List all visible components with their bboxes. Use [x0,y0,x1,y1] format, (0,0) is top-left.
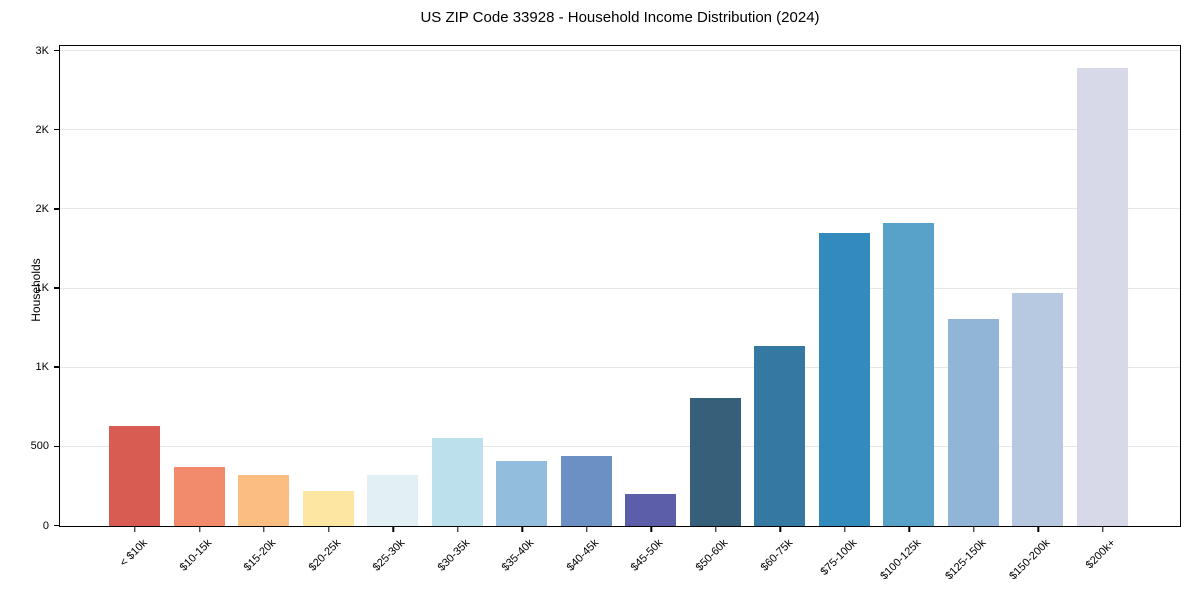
y-tick-label: 500 [30,440,49,453]
x-tick-mark [263,527,265,532]
gridline-3K [60,50,1180,51]
bar-10-15k [173,467,225,526]
gridline-2K [60,208,1180,210]
gridline-1K [60,287,1180,289]
x-tick-label: $100-125k [878,537,924,583]
bar-10k [109,426,160,526]
y-tick-mark [53,49,59,52]
x-tick-mark [198,527,201,532]
x-tick-mark [456,527,459,532]
x-tick-mark [973,527,975,532]
x-tick-label: $60-75k [758,537,795,574]
bar-40-45k [560,456,612,526]
y-tick-label: 0 [42,519,49,532]
bar-75-100k [818,233,870,526]
gridline-1K [60,366,1180,368]
x-tick-label: $40-45k [564,537,602,574]
x-tick-mark [650,527,652,532]
gridline-2K [60,129,1180,131]
x-tick-label: $10-15k [177,537,215,574]
y-tick-mark [53,524,59,527]
x-tick-label: $125-150k [943,537,989,583]
bar-45-50k [625,493,677,526]
x-tick-label: $20-25k [306,537,344,574]
bar-30-35k [431,438,483,526]
x-tick-label: $75-100k [818,537,860,578]
x-tick-mark [844,527,846,532]
x-tick-mark [1102,527,1104,532]
y-tick-mark [53,445,59,448]
y-tick-mark [53,208,59,210]
x-tick-label: $45-50k [629,537,666,574]
x-tick-mark [327,527,330,532]
bar-35-40k [496,461,548,526]
y-tick-mark [53,128,59,131]
x-tick-label: $15-20k [241,537,279,574]
x-tick-mark [586,527,588,532]
x-tick-mark [908,527,911,532]
x-tick-label: $35-40k [500,537,537,574]
y-tick-label: 2K [35,202,49,215]
y-tick-label: 2K [35,123,49,136]
bar-60-75k [754,345,806,526]
x-tick-label: $150-200k [1007,537,1053,583]
y-tick-label: 1K [35,361,49,374]
y-tick-label: 3K [35,44,49,57]
x-tick-label: $50-60k [693,537,731,574]
x-tick-mark [1037,527,1040,532]
x-tick-label: < $10k [117,537,150,570]
y-tick-mark [53,366,59,368]
bar-200k+ [1076,68,1128,526]
bar-50-60k [689,397,741,526]
x-tick-label: $25-30k [370,537,408,574]
gridline-500 [60,445,1180,447]
y-tick-mark [53,287,59,289]
x-tick-mark [715,527,717,532]
bar-150-200k [1012,293,1064,526]
chart-title: US ZIP Code 33928 - Household Income Dis… [420,9,820,26]
x-tick-label: $200k+ [1083,537,1118,572]
plot-inner [60,46,1180,526]
x-tick-mark [134,527,136,532]
bar-100-125k [883,222,935,526]
y-tick-label: 1K [35,282,49,294]
x-tick-label: $30-35k [435,537,473,574]
x-tick-mark [521,527,523,532]
x-tick-mark [392,527,394,532]
x-tick-mark [779,527,781,532]
bar-25-30k [367,474,419,526]
bar-125-150k [947,318,999,526]
bar-15-20k [238,474,290,526]
bar-20-25k [302,491,354,526]
plot-area [59,45,1181,527]
